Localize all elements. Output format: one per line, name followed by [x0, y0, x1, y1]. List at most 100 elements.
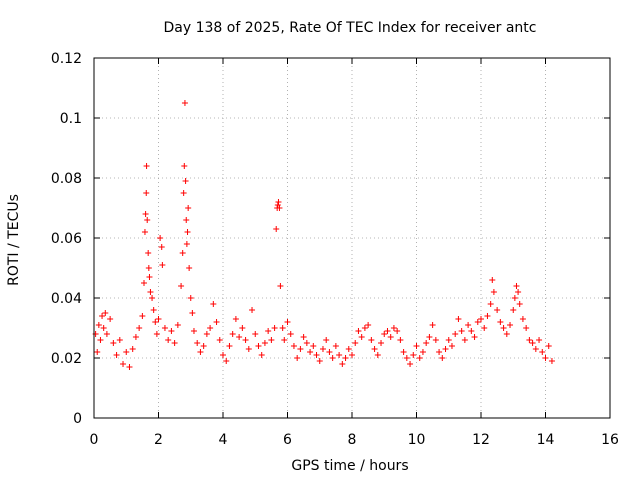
- y-tick-label: 0.06: [51, 231, 82, 247]
- data-point: [545, 343, 552, 349]
- data-point: [371, 346, 378, 352]
- data-point: [290, 343, 297, 349]
- grid-lines: [94, 58, 610, 418]
- data-point: [281, 337, 288, 343]
- data-point: [171, 340, 178, 346]
- x-tick-label: 8: [348, 432, 357, 448]
- data-point: [129, 346, 136, 352]
- data-point: [183, 217, 190, 223]
- data-point: [116, 337, 123, 343]
- data-point: [144, 217, 151, 223]
- data-point: [519, 316, 526, 322]
- data-point: [529, 340, 536, 346]
- data-point: [236, 334, 243, 340]
- data-point: [349, 352, 355, 358]
- data-point: [252, 331, 259, 337]
- data-point: [141, 229, 148, 235]
- x-tick-label: 6: [283, 432, 292, 448]
- data-point: [361, 325, 368, 331]
- data-point: [158, 244, 165, 250]
- y-axis-title: ROTI / TECUs: [6, 194, 22, 286]
- x-tick-label: 0: [90, 432, 99, 448]
- y-tick-label: 0.08: [51, 171, 82, 187]
- data-point: [471, 334, 478, 340]
- data-point: [461, 337, 468, 343]
- data-point: [358, 334, 365, 340]
- x-tick-label: 4: [219, 432, 228, 448]
- data-point: [458, 328, 465, 334]
- data-point: [226, 343, 233, 349]
- data-point: [339, 361, 346, 367]
- data-point: [465, 322, 472, 328]
- data-point: [297, 346, 304, 352]
- data-point: [271, 325, 278, 331]
- data-point: [110, 340, 117, 346]
- data-point: [484, 313, 491, 319]
- data-point: [276, 205, 283, 211]
- data-point: [190, 328, 197, 334]
- data-point: [481, 325, 488, 331]
- data-point: [416, 355, 423, 361]
- data-point: [168, 328, 175, 334]
- data-point: [548, 358, 555, 364]
- data-point: [445, 337, 452, 343]
- data-point: [249, 307, 256, 313]
- x-axis-tick-labels: 0 2 4 6 8 10 12 14 16: [90, 432, 619, 448]
- data-point: [152, 319, 159, 325]
- data-point: [102, 310, 109, 316]
- data-point: [316, 358, 323, 364]
- data-point: [423, 340, 430, 346]
- data-point: [455, 316, 462, 322]
- data-point: [142, 211, 149, 217]
- data-point: [95, 322, 102, 328]
- data-point: [397, 337, 404, 343]
- data-point: [515, 289, 522, 295]
- data-point: [442, 346, 449, 352]
- data-point: [107, 316, 114, 322]
- data-point: [203, 331, 210, 337]
- x-tick-label: 10: [408, 432, 426, 448]
- data-point: [511, 295, 518, 301]
- data-point: [94, 349, 101, 355]
- data-point: [126, 364, 133, 370]
- data-point: [255, 343, 262, 349]
- data-point: [200, 343, 207, 349]
- data-point: [220, 352, 226, 358]
- data-point: [99, 313, 106, 319]
- data-point: [403, 355, 410, 361]
- data-point: [213, 319, 220, 325]
- data-point: [100, 325, 107, 331]
- data-point: [523, 325, 530, 331]
- data-point: [132, 334, 139, 340]
- data-point: [352, 340, 359, 346]
- data-point: [223, 358, 230, 364]
- data-point: [300, 334, 307, 340]
- data-point: [448, 343, 455, 349]
- data-point: [189, 310, 196, 316]
- data-point: [145, 250, 152, 256]
- data-point: [159, 262, 166, 268]
- data-point: [307, 349, 314, 355]
- data-point: [342, 355, 349, 361]
- y-axis-tick-labels: 0 0.02 0.04 0.06 0.08 0.1 0.12: [51, 51, 82, 427]
- data-point: [229, 331, 236, 337]
- data-point: [368, 337, 375, 343]
- data-point: [516, 301, 523, 307]
- data-point: [489, 277, 496, 283]
- data-point: [503, 331, 510, 337]
- data-point: [387, 334, 394, 340]
- data-point: [526, 337, 533, 343]
- data-point: [136, 325, 143, 331]
- data-point: [181, 163, 188, 169]
- data-point: [326, 349, 333, 355]
- data-point: [147, 289, 154, 295]
- data-point: [419, 349, 426, 355]
- data-point: [426, 334, 433, 340]
- data-point: [179, 250, 186, 256]
- y-tick-label: 0: [73, 411, 82, 427]
- data-point: [277, 283, 284, 289]
- data-point: [103, 331, 110, 337]
- data-point: [439, 355, 446, 361]
- data-point: [265, 328, 272, 334]
